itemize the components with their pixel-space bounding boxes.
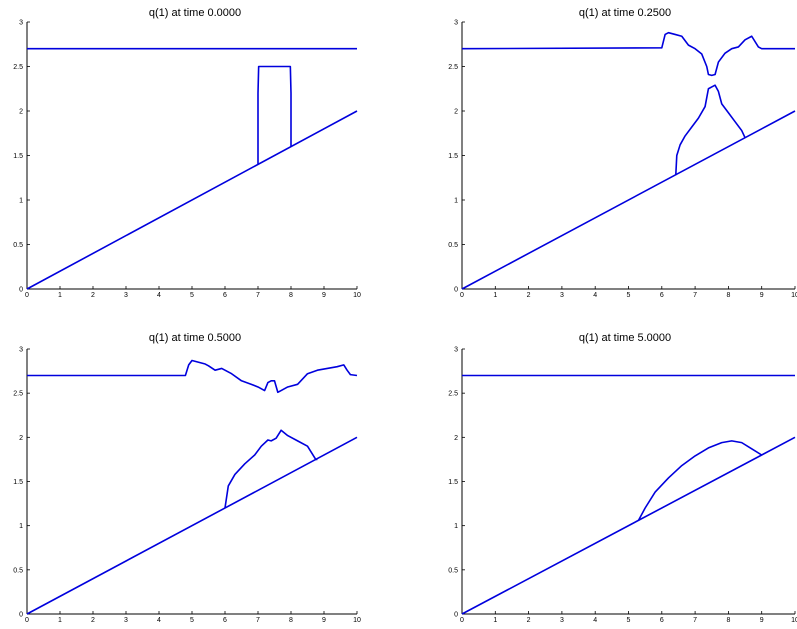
x-tick-label: 7 — [693, 617, 697, 624]
y-tick-label: 2.5 — [13, 64, 23, 71]
x-tick-label: 8 — [289, 292, 293, 299]
y-tick-label: 0 — [19, 287, 23, 294]
y-tick-label: 0 — [454, 612, 458, 619]
y-tick-label: 3 — [454, 347, 458, 354]
chart-title: q(1) at time 0.0000 — [149, 7, 241, 19]
x-tick-label: 10 — [791, 617, 797, 624]
chart-title: q(1) at time 0.2500 — [579, 7, 671, 19]
x-tick-label: 0 — [25, 292, 29, 299]
y-tick-label: 0.5 — [448, 242, 458, 249]
y-tick-label: 1.5 — [448, 479, 458, 486]
x-tick-label: 7 — [256, 617, 260, 624]
subplot-time-5: q(1) at time 5.0000 0 1 2 3 4 5 6 7 8 9 10 0 0.5 1 1.5… — [448, 332, 797, 624]
y-tick-label: 0 — [19, 612, 23, 619]
series-line-3 — [637, 440, 763, 521]
y-tick-label: 3 — [19, 20, 23, 27]
series-line-1 — [461, 31, 795, 77]
series-line-1 — [27, 359, 358, 394]
x-tick-label: 5 — [190, 292, 194, 299]
x-tick-label: 6 — [223, 617, 227, 624]
series-line-2 — [26, 436, 358, 615]
y-tick-label: 2.5 — [448, 64, 458, 71]
x-tick-label: 4 — [593, 292, 597, 299]
y-tick-label: 0 — [454, 287, 458, 294]
y-tick-label: 0.5 — [13, 567, 23, 574]
x-tick-label: 1 — [58, 617, 62, 624]
y-tick-label: 2 — [19, 109, 23, 116]
subplot-time-0-5: q(1) at time 0.5000 0 1 2 3 4 5 6 7 8 9 10 0 0.5 1 1.5… — [13, 332, 361, 624]
x-tick-label: 1 — [493, 292, 497, 299]
y-tick-label: 2 — [454, 435, 458, 442]
x-tick-label: 0 — [25, 617, 29, 624]
x-tick-label: 4 — [157, 617, 161, 624]
x-tick-label: 2 — [91, 617, 95, 624]
series-line-3 — [224, 429, 318, 509]
y-tick-label: 3 — [454, 20, 458, 27]
x-tick-label: 0 — [460, 617, 464, 624]
x-tick-label: 4 — [593, 617, 597, 624]
series-line-2 — [461, 436, 796, 615]
y-tick-label: 1 — [454, 198, 458, 205]
x-tick-label: 9 — [760, 617, 764, 624]
subplot-time-0-25: q(1) at time 0.2500 0 1 2 3 4 5 6 7 8 9 10 0 0.5 1 1.5… — [448, 7, 797, 299]
chart-title: q(1) at time 5.0000 — [579, 332, 671, 344]
y-tick-label: 2 — [454, 109, 458, 116]
x-tick-label: 7 — [693, 292, 697, 299]
y-tick-label: 1.5 — [13, 479, 23, 486]
x-tick-label: 10 — [791, 292, 797, 299]
x-tick-label: 1 — [493, 617, 497, 624]
x-tick-label: 3 — [560, 292, 564, 299]
series-line-3 — [674, 84, 746, 176]
x-tick-label: 2 — [527, 292, 531, 299]
x-tick-label: 10 — [353, 292, 361, 299]
x-tick-label: 6 — [660, 292, 664, 299]
y-tick-label: 3 — [19, 347, 23, 354]
x-tick-label: 10 — [353, 617, 361, 624]
x-tick-label: 5 — [627, 292, 631, 299]
chart-title: q(1) at time 0.5000 — [149, 332, 241, 344]
x-tick-label: 4 — [157, 292, 161, 299]
x-tick-label: 6 — [660, 617, 664, 624]
series-line-2 — [461, 110, 796, 290]
y-tick-label: 2.5 — [448, 391, 458, 398]
y-tick-label: 1.5 — [13, 153, 23, 160]
subplot-time-0: q(1) at time 0.0000 0 1 2 3 4 5 6 7 8 9 10 0 0.5 1 1.5… — [13, 7, 361, 299]
x-tick-label: 9 — [760, 292, 764, 299]
x-tick-label: 0 — [460, 292, 464, 299]
x-tick-label: 6 — [223, 292, 227, 299]
x-tick-label: 7 — [256, 292, 260, 299]
y-tick-label: 1.5 — [448, 153, 458, 160]
y-tick-label: 2 — [19, 435, 23, 442]
x-tick-label: 8 — [289, 617, 293, 624]
series-line-3 — [257, 65, 292, 165]
x-tick-label: 3 — [560, 617, 564, 624]
x-tick-label: 8 — [726, 292, 730, 299]
y-tick-label: 1 — [19, 198, 23, 205]
x-tick-label: 5 — [627, 617, 631, 624]
y-tick-label: 1 — [454, 523, 458, 530]
y-tick-label: 2.5 — [13, 391, 23, 398]
x-tick-label: 5 — [190, 617, 194, 624]
x-tick-label: 2 — [527, 617, 531, 624]
x-tick-label: 3 — [124, 292, 128, 299]
x-tick-label: 2 — [91, 292, 95, 299]
x-tick-label: 1 — [58, 292, 62, 299]
x-tick-label: 3 — [124, 617, 128, 624]
series-line-2 — [26, 110, 358, 290]
x-tick-label: 8 — [726, 617, 730, 624]
y-tick-label: 1 — [19, 523, 23, 530]
x-tick-label: 9 — [322, 617, 326, 624]
y-tick-label: 0.5 — [448, 567, 458, 574]
y-tick-label: 0.5 — [13, 242, 23, 249]
x-tick-label: 9 — [322, 292, 326, 299]
